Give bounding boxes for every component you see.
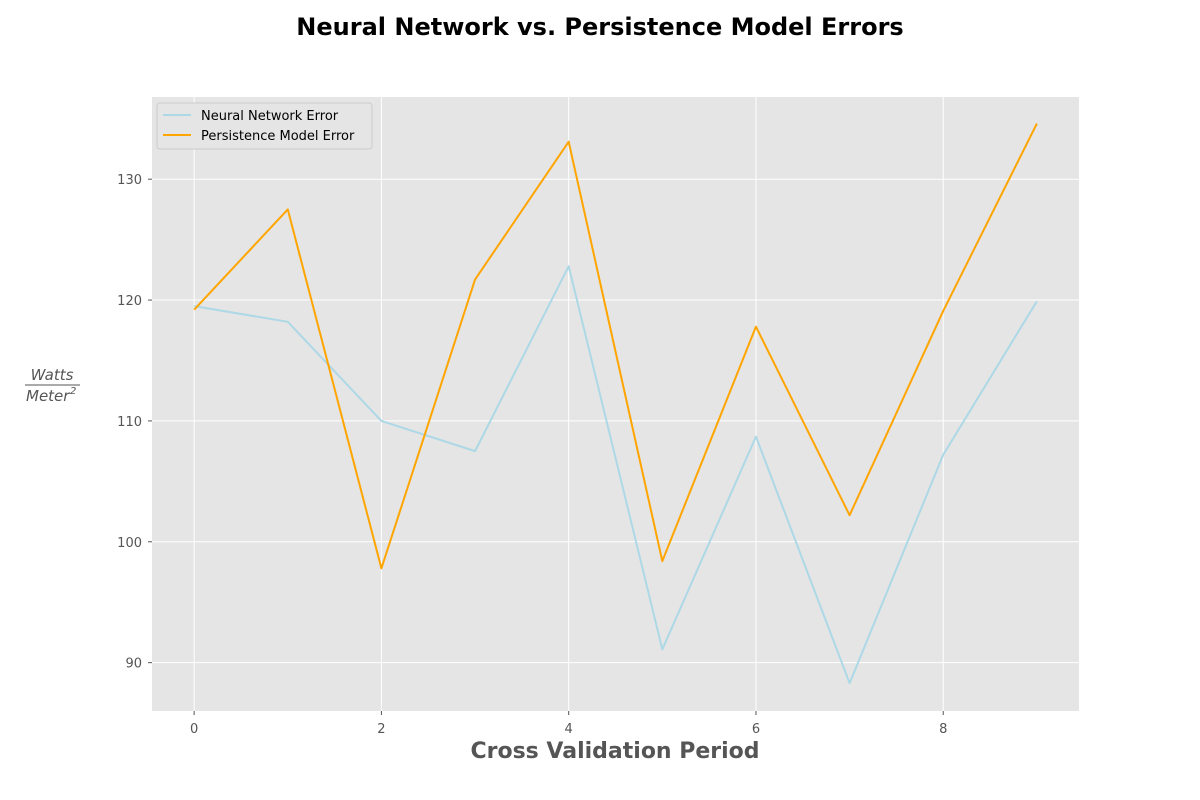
y-tick-label: 90 bbox=[125, 657, 142, 672]
x-axis-ticks: 0 2 4 6 8 bbox=[190, 711, 947, 737]
grid-lines bbox=[152, 97, 1079, 711]
series-line-persistence-model bbox=[193, 123, 1038, 570]
y-tick-label: 120 bbox=[117, 294, 142, 309]
y-axis-label-numerator: Watts bbox=[31, 366, 74, 384]
y-tick-label: 110 bbox=[117, 415, 142, 430]
legend-box bbox=[156, 102, 373, 150]
y-tick-label: 130 bbox=[117, 173, 142, 188]
legend: Neural Network Error Persistence Model E… bbox=[156, 102, 373, 150]
chart-title: Neural Network vs. Persistence Model Err… bbox=[296, 13, 903, 41]
y-axis-label-exponent: 2 bbox=[70, 386, 76, 397]
y-tick-label: 100 bbox=[117, 536, 142, 551]
legend-label-neural-network: Neural Network Error bbox=[201, 109, 339, 124]
x-axis-label: Cross Validation Period bbox=[470, 739, 759, 764]
series-lines bbox=[193, 123, 1038, 685]
y-axis-ticks: 90 100 110 120 130 bbox=[117, 173, 152, 672]
x-tick-label: 6 bbox=[752, 722, 760, 737]
plot-area bbox=[152, 97, 1079, 711]
x-tick-label: 4 bbox=[565, 722, 573, 737]
x-tick-label: 0 bbox=[190, 722, 198, 737]
y-axis-label: Watts Meter 2 bbox=[25, 366, 80, 405]
legend-label-persistence-model: Persistence Model Error bbox=[201, 129, 355, 144]
x-tick-label: 2 bbox=[377, 722, 385, 737]
y-axis-label-denominator: Meter bbox=[26, 387, 70, 405]
x-tick-label: 8 bbox=[939, 722, 947, 737]
series-line-neural-network bbox=[193, 265, 1038, 685]
